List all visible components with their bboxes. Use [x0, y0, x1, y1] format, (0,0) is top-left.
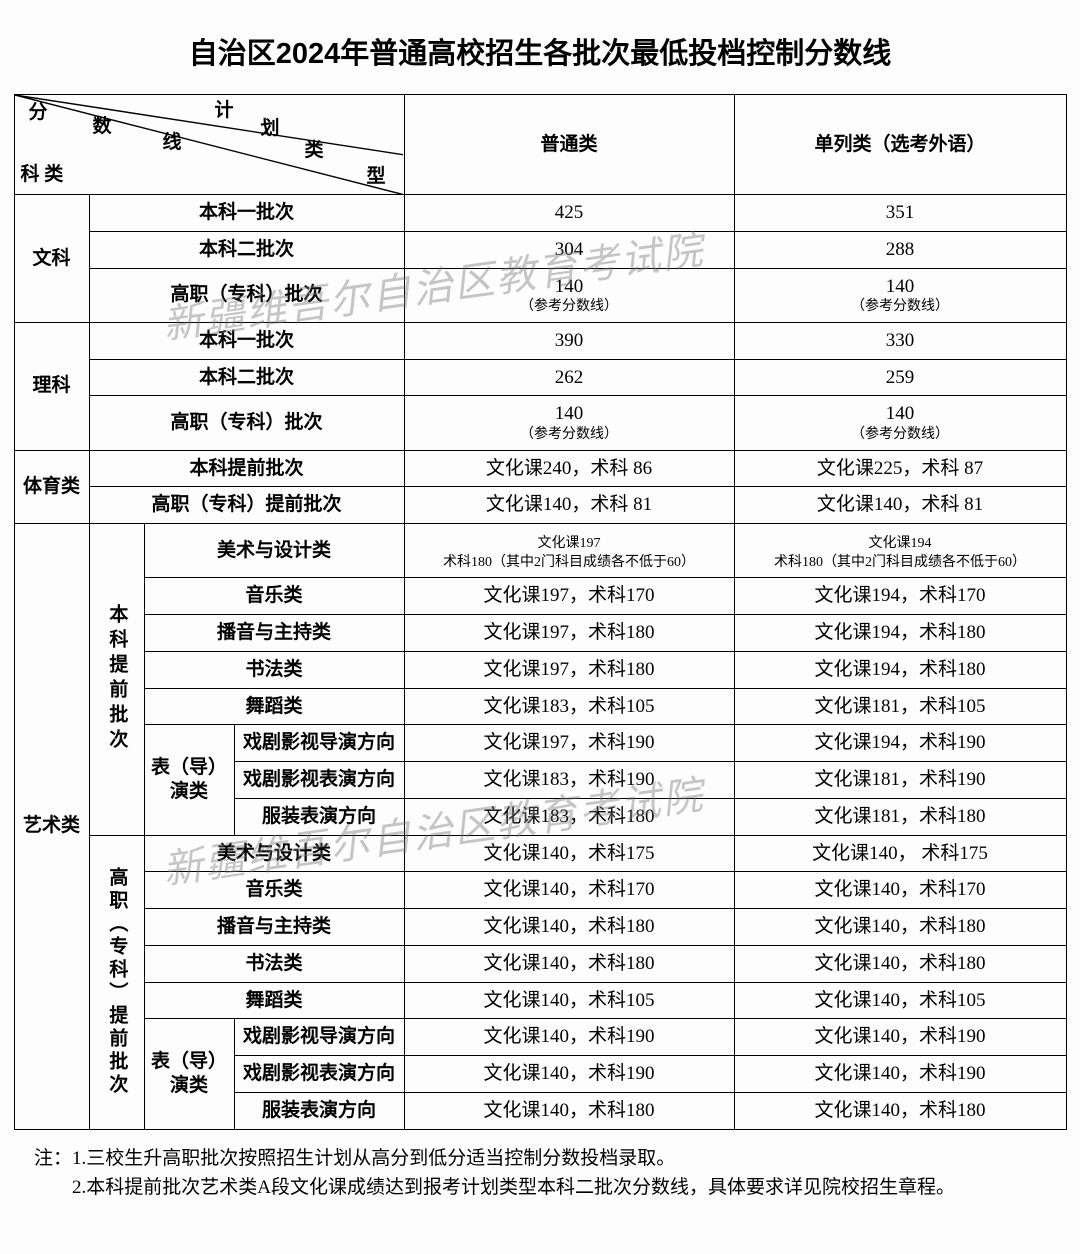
col-header-single: 单列类（选考外语） — [734, 95, 1066, 195]
yishu-bk-single-4: 文化课181，术科105 — [734, 688, 1066, 725]
note-1-num: 1. — [72, 1148, 86, 1169]
yishu-gz-by-plain-1: 文化课140，术科190 — [404, 1056, 734, 1093]
yishu-gz-by-single-2: 文化课140，术科180 — [734, 1092, 1066, 1129]
tiyu-level-0: 本科提前批次 — [89, 450, 404, 487]
yishu-bk-sub-4: 舞蹈类 — [144, 688, 404, 725]
hdr-hua: 划 — [261, 117, 280, 141]
yishu-bk-by-sub-1: 戏剧影视表演方向 — [234, 762, 404, 799]
yishu-bk-plain-1: 文化课197，术科170 — [404, 578, 734, 615]
yishu-bk-single-3: 文化课194，术科180 — [734, 651, 1066, 688]
yishu-gz-plain-2: 文化课140，术科180 — [404, 909, 734, 946]
tiyu-level-1: 高职（专科）提前批次 — [89, 487, 404, 524]
note-1: 三校生升高职批次按照招生计划从高分到低分适当控制分数投档录取。 — [86, 1148, 675, 1169]
cat-tiyu: 体育类 — [14, 450, 89, 524]
yishu-gz-single-1: 文化课140，术科170 — [734, 872, 1066, 909]
yishu-gz-by-sub-2: 服装表演方向 — [234, 1092, 404, 1129]
hdr-ji: 计 — [215, 99, 234, 123]
tiyu-plain-1: 文化课140，术科 81 — [404, 487, 734, 524]
note-2-num: 2. — [72, 1177, 86, 1198]
hdr-shu: 数 — [93, 115, 112, 139]
yishu-bk-by-plain-2: 文化课183，术科180 — [404, 798, 734, 835]
yishu-bk-by-plain-0: 文化课197，术科190 — [404, 725, 734, 762]
yishu-gz-single-4: 文化课140，术科105 — [734, 982, 1066, 1019]
notes-prefix: 注： — [34, 1148, 72, 1169]
yishu-gz-by-sub-1: 戏剧影视表演方向 — [234, 1056, 404, 1093]
cat-like: 理科 — [14, 322, 89, 450]
hdr-fen: 分 — [29, 101, 48, 125]
cat-yishu: 艺术类 — [14, 524, 89, 1130]
yishu-gz-single-0: 文化课140， 术科175 — [734, 835, 1066, 872]
yishu-gz-by-single-0: 文化课140，术科190 — [734, 1019, 1066, 1056]
yishu-gaozhi-label: 高职（专科）提前批次 — [89, 835, 144, 1129]
yishu-bk-sub-1: 音乐类 — [144, 578, 404, 615]
yishu-gz-plain-3: 文化课140，术科180 — [404, 945, 734, 982]
notes-block: 注：1.三校生升高职批次按照招生计划从高分到低分适当控制分数投档录取。 注：2.… — [14, 1144, 1066, 1203]
like-plain-2: 140（参考分数线） — [404, 396, 734, 450]
yishu-bk-plain-2: 文化课197，术科180 — [404, 615, 734, 652]
yishu-gz-plain-4: 文化课140，术科105 — [404, 982, 734, 1019]
header-diagonal-cell: 分 数 线 计 划 类 型 科 类 — [14, 95, 404, 195]
yishu-gz-plain-0: 文化课140，术科175 — [404, 835, 734, 872]
yishu-bk-plain-3: 文化课197，术科180 — [404, 651, 734, 688]
yishu-bk-by-plain-1: 文化课183，术科190 — [404, 762, 734, 799]
yishu-gz-by-sub-0: 戏剧影视导演方向 — [234, 1019, 404, 1056]
yishu-bk-by-single-1: 文化课181，术科190 — [734, 762, 1066, 799]
hdr-xing: 型 — [367, 165, 386, 189]
yishu-gz-sub-2: 播音与主持类 — [144, 909, 404, 946]
score-table: 分 数 线 计 划 类 型 科 类 普通类 单列类（选考外语） 文科 本科一批次… — [14, 94, 1067, 1130]
yishu-gz-by-plain-2: 文化课140，术科180 — [404, 1092, 734, 1129]
yishu-gz-by-plain-0: 文化课140，术科190 — [404, 1019, 734, 1056]
like-level-2: 高职（专科）批次 — [89, 396, 404, 450]
yishu-bk-single-2: 文化课194，术科180 — [734, 615, 1066, 652]
yishu-gz-single-3: 文化课140，术科180 — [734, 945, 1066, 982]
wenke-plain-1: 304 — [404, 231, 734, 268]
yishu-bk-plain-0: 文化课197术科180（其中2门科目成绩各不低于60） — [404, 524, 734, 578]
wenke-level-1: 本科二批次 — [89, 231, 404, 268]
hdr-xian: 线 — [163, 131, 182, 155]
tiyu-plain-0: 文化课240，术科 86 — [404, 450, 734, 487]
like-level-0: 本科一批次 — [89, 322, 404, 359]
hdr-row-label: 科 类 — [21, 163, 64, 187]
note-2: 本科提前批次艺术类A段文化课成绩达到报考计划类型本科二批次分数线，具体要求详见院… — [86, 1177, 955, 1198]
yishu-bk-by-sub-2: 服装表演方向 — [234, 798, 404, 835]
wenke-level-0: 本科一批次 — [89, 195, 404, 232]
yishu-bk-by-single-2: 文化课181，术科180 — [734, 798, 1066, 835]
yishu-bk-by-sub-0: 戏剧影视导演方向 — [234, 725, 404, 762]
yishu-bk-single-0: 文化课194术科180（其中2门科目成绩各不低于60） — [734, 524, 1066, 578]
wenke-single-0: 351 — [734, 195, 1066, 232]
yishu-gz-biaoyan-label: 表（导）演类 — [144, 1019, 234, 1129]
yishu-gz-sub-1: 音乐类 — [144, 872, 404, 909]
wenke-plain-2: 140（参考分数线） — [404, 268, 734, 322]
hdr-lei: 类 — [305, 139, 324, 163]
cat-wenke: 文科 — [14, 195, 89, 323]
yishu-bk-sub-2: 播音与主持类 — [144, 615, 404, 652]
like-single-0: 330 — [734, 322, 1066, 359]
yishu-bk-sub-3: 书法类 — [144, 651, 404, 688]
yishu-gz-plain-1: 文化课140，术科170 — [404, 872, 734, 909]
yishu-bk-sub-0: 美术与设计类 — [144, 524, 404, 578]
wenke-single-1: 288 — [734, 231, 1066, 268]
yishu-gz-sub-3: 书法类 — [144, 945, 404, 982]
yishu-bk-biaoyan-label: 表（导）演类 — [144, 725, 234, 835]
yishu-bk-single-1: 文化课194，术科170 — [734, 578, 1066, 615]
yishu-gz-sub-0: 美术与设计类 — [144, 835, 404, 872]
wenke-plain-0: 425 — [404, 195, 734, 232]
yishu-gz-by-single-1: 文化课140，术科190 — [734, 1056, 1066, 1093]
wenke-level-2: 高职（专科）批次 — [89, 268, 404, 322]
tiyu-single-1: 文化课140，术科 81 — [734, 487, 1066, 524]
like-plain-0: 390 — [404, 322, 734, 359]
page-title: 自治区2024年普通高校招生各批次最低投档控制分数线 — [0, 0, 1080, 94]
yishu-gz-sub-4: 舞蹈类 — [144, 982, 404, 1019]
like-single-1: 259 — [734, 359, 1066, 396]
yishu-bk-plain-4: 文化课183，术科105 — [404, 688, 734, 725]
yishu-bk-by-single-0: 文化课194，术科190 — [734, 725, 1066, 762]
like-single-2: 140（参考分数线） — [734, 396, 1066, 450]
yishu-benke-label: 本科提前批次 — [89, 524, 144, 836]
yishu-gz-single-2: 文化课140，术科180 — [734, 909, 1066, 946]
wenke-single-2: 140（参考分数线） — [734, 268, 1066, 322]
like-level-1: 本科二批次 — [89, 359, 404, 396]
tiyu-single-0: 文化课225，术科 87 — [734, 450, 1066, 487]
like-plain-1: 262 — [404, 359, 734, 396]
col-header-plain: 普通类 — [404, 95, 734, 195]
